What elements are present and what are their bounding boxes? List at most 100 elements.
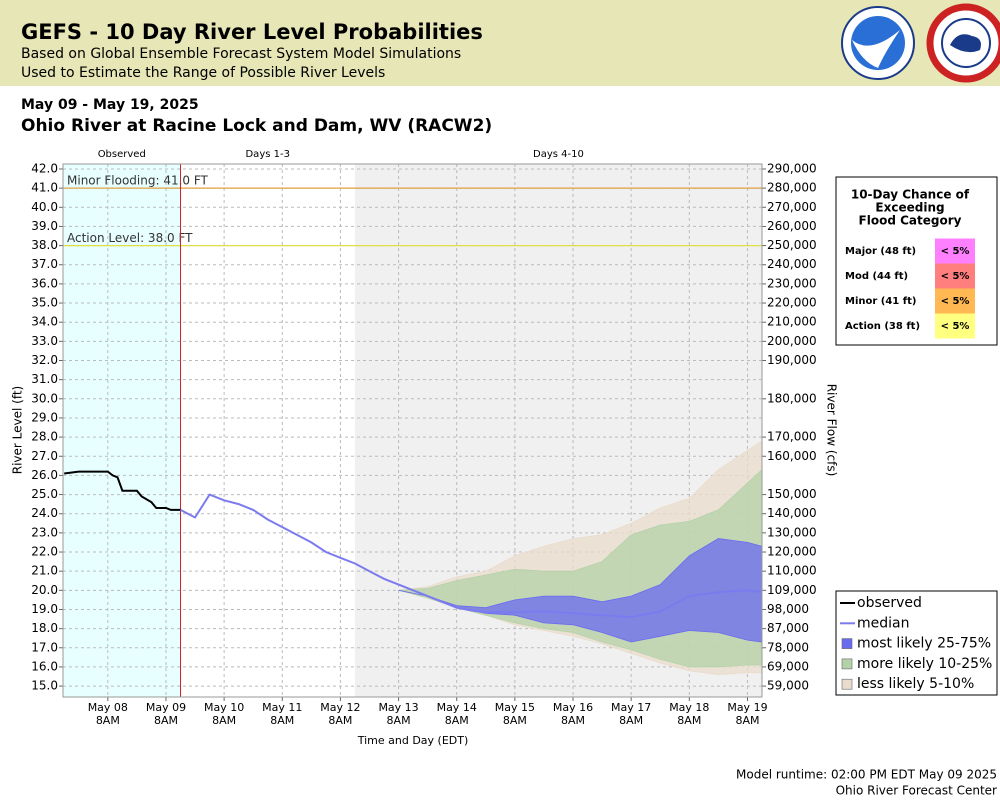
y-tick-label: 20.0 — [31, 583, 58, 597]
x-tick-label: May 18 — [669, 701, 709, 714]
flood-chance: < 5% — [941, 321, 970, 332]
y2-tick-label: 250,000 — [767, 238, 817, 252]
threshold-label: Minor Flooding: 41.0 FT — [67, 174, 209, 188]
y2-tick-label: 220,000 — [767, 296, 817, 310]
region — [180, 164, 355, 697]
flood-chance: < 5% — [941, 246, 970, 257]
y-tick-label: 29.0 — [31, 410, 58, 424]
y-tick-label: 31.0 — [31, 372, 58, 386]
subtitle: Used to Estimate the Range of Possible R… — [21, 65, 385, 81]
legend-label: observed — [857, 595, 922, 611]
y2-tick-label: 210,000 — [767, 315, 817, 329]
y-tick-label: 23.0 — [31, 525, 58, 539]
flood-table-title: 10-Day Chance of — [851, 188, 970, 202]
y-tick-label: 35.0 — [31, 296, 58, 310]
legend-swatch — [841, 678, 853, 690]
y-tick-label: 16.0 — [31, 659, 58, 673]
header-band — [0, 0, 1000, 86]
legend-label: more likely 10-25% — [857, 656, 992, 672]
flood-chance-cell — [935, 313, 975, 339]
flood-chance-cell — [935, 263, 975, 289]
y-tick-label: 38.0 — [31, 238, 58, 252]
subtitle: Based on Global Ensemble Forecast System… — [21, 46, 461, 62]
plot-frame — [62, 163, 763, 698]
y2-tick-label: 200,000 — [767, 334, 817, 348]
y2-tick-label: 270,000 — [767, 200, 817, 214]
legend-label: less likely 5-10% — [857, 676, 974, 692]
flood-category: Action (38 ft) — [845, 321, 920, 332]
x-tick-label: May 14 — [437, 701, 477, 714]
y-tick-label: 28.0 — [31, 430, 58, 444]
series-line — [180, 493, 763, 619]
y-tick-label: 34.0 — [31, 315, 58, 329]
y-tick-label: 25.0 — [31, 487, 58, 501]
y2-tick-label: 87,000 — [767, 621, 809, 635]
y-tick-label: 40.0 — [31, 200, 58, 214]
x-tick-label: 8AM — [445, 714, 469, 727]
footer-center: Ohio River Forecast Center — [836, 784, 997, 798]
flood-chance-cell — [935, 238, 975, 264]
flood-chance-cell — [935, 288, 975, 314]
legend-swatch — [841, 638, 853, 649]
flood-category: Mod (44 ft) — [845, 271, 908, 282]
y2-tick-label: 190,000 — [767, 353, 817, 367]
page-title: GEFS - 10 Day River Level Probabilities — [21, 20, 483, 44]
y-tick-label: 32.0 — [31, 353, 58, 367]
y-tick-label: 33.0 — [31, 334, 58, 348]
y-tick-label: 30.0 — [31, 391, 58, 405]
x-tick-label: 8AM — [96, 714, 120, 727]
region-label: Observed — [98, 149, 146, 160]
y-tick-label: 24.0 — [31, 506, 58, 520]
y2-tick-label: 180,000 — [767, 391, 817, 405]
y2-tick-label: 98,000 — [767, 602, 809, 616]
x-tick-label: 8AM — [503, 714, 527, 727]
x-tick-label: 8AM — [619, 714, 643, 727]
y2-axis-label: River Flow (cfs) — [825, 384, 839, 477]
flood-chance: < 5% — [941, 271, 970, 282]
y2-tick-label: 69,000 — [767, 659, 809, 673]
y2-tick-label: 260,000 — [767, 219, 817, 233]
x-tick-label: May 17 — [611, 701, 651, 714]
y-tick-label: 17.0 — [31, 640, 58, 654]
flood-category: Minor (41 ft) — [845, 296, 916, 307]
y2-tick-label: 130,000 — [767, 525, 817, 539]
y-tick-label: 41.0 — [31, 181, 58, 195]
legend-swatch — [841, 658, 853, 670]
flood-table-title: Exceeding — [875, 201, 944, 215]
x-tick-label: 8AM — [328, 714, 352, 727]
y2-tick-label: 150,000 — [767, 487, 817, 501]
y-tick-label: 26.0 — [31, 468, 58, 482]
x-tick-label: May 10 — [204, 701, 244, 714]
x-tick-label: May 11 — [262, 701, 302, 714]
footer-runtime: Model runtime: 02:00 PM EDT May 09 2025 — [736, 768, 997, 782]
x-tick-label: 8AM — [212, 714, 236, 727]
date-range: May 09 - May 19, 2025 — [21, 97, 199, 113]
x-tick-label: May 19 — [727, 701, 767, 714]
x-axis-label: Time and Day (EDT) — [357, 734, 469, 747]
y-tick-label: 27.0 — [31, 449, 58, 463]
y-tick-label: 22.0 — [31, 545, 58, 559]
x-tick-label: May 08 — [88, 701, 128, 714]
y-tick-label: 21.0 — [31, 564, 58, 578]
y-tick-label: 42.0 — [31, 161, 58, 175]
x-tick-label: 8AM — [270, 714, 294, 727]
y2-tick-label: 160,000 — [767, 449, 817, 463]
x-tick-label: May 15 — [495, 701, 535, 714]
noaa-logo — [841, 6, 915, 80]
y2-tick-label: 78,000 — [767, 640, 809, 654]
y-tick-label: 36.0 — [31, 276, 58, 290]
region-label: Days 1-3 — [245, 149, 289, 160]
flood-chance: < 5% — [941, 296, 970, 307]
region-label: Days 4-10 — [533, 149, 584, 160]
x-tick-label: 8AM — [154, 714, 178, 727]
y-tick-label: 39.0 — [31, 219, 58, 233]
x-tick-label: 8AM — [561, 714, 585, 727]
threshold-label: Action Level: 38.0 FT — [67, 231, 193, 245]
x-tick-label: May 16 — [553, 701, 593, 714]
flood-table-title: Flood Category — [859, 214, 962, 228]
y-tick-label: 15.0 — [31, 679, 58, 693]
flood-category: Major (48 ft) — [845, 246, 916, 257]
y2-tick-label: 59,000 — [767, 679, 809, 693]
